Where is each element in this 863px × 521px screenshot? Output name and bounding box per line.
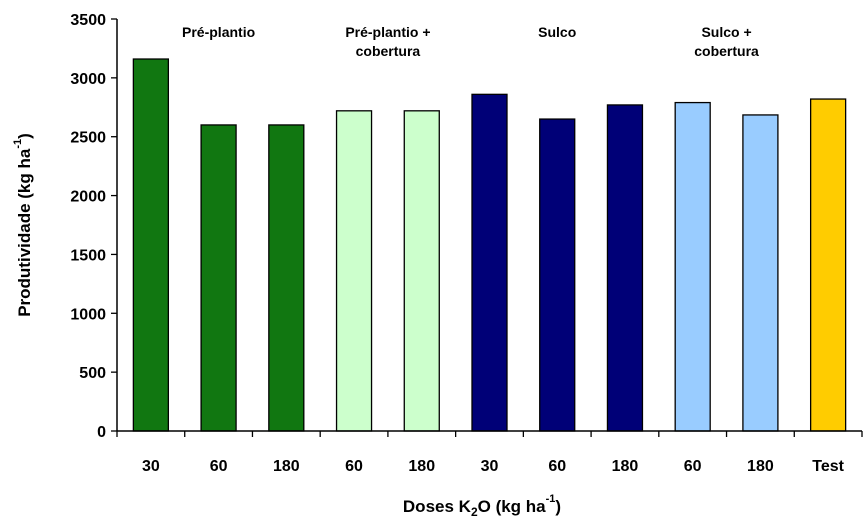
bar-8	[606, 104, 644, 432]
y-axis-title: Produtividade (kg ha-1)	[12, 133, 34, 317]
group-label-line: Sulco +	[701, 24, 751, 40]
group-label-line: Sulco	[538, 24, 576, 40]
group-labels: Pré-plantio Pré-plantio + cobertura Sulco Su…	[182, 24, 759, 59]
x-tick-label: 30	[142, 458, 160, 475]
y-tick-label: 1500	[70, 247, 106, 264]
y-tick-label: 3500	[70, 12, 106, 29]
bar-1	[132, 58, 170, 432]
group-label-4: Sulco + cobertura	[694, 24, 759, 59]
x-tick-label: 60	[345, 458, 363, 475]
bar-11	[809, 98, 847, 432]
bar-4	[335, 110, 373, 432]
x-tick-label: Test	[812, 458, 844, 475]
bar-6	[471, 93, 508, 432]
group-label-line: Pré-plantio +	[345, 24, 430, 40]
x-tick-label: 180	[612, 458, 639, 475]
x-tick-label: 60	[548, 458, 566, 475]
group-label-line: cobertura	[694, 43, 759, 59]
bar-2	[200, 124, 237, 432]
bar-10	[742, 114, 779, 432]
x-tick-label: 30	[481, 458, 499, 475]
group-label-line: cobertura	[356, 43, 421, 59]
x-tick-label: 60	[684, 458, 702, 475]
y-tick-label: 3000	[70, 71, 106, 88]
x-tick-labels: 30 60 180 60 180 30 60 180 60 180 Test	[142, 458, 845, 475]
y-tick-labels: 0 500 1000 1500 2000 2500 3000 3500	[70, 12, 106, 441]
x-tick-label: 180	[747, 458, 774, 475]
bars-layer	[132, 58, 847, 432]
group-label-2: Pré-plantio + cobertura	[345, 24, 430, 59]
group-label-3: Sulco	[538, 24, 576, 40]
axes-layer	[111, 18, 863, 437]
bar-3	[268, 124, 305, 432]
y-tick-label: 1000	[70, 306, 106, 323]
bar-9	[674, 101, 711, 432]
bar-7	[539, 118, 576, 432]
x-axis-title: Doses K2O (kg ha-1)	[403, 493, 561, 519]
x-tick-label: 60	[210, 458, 228, 475]
x-tick-label: 180	[408, 458, 435, 475]
group-label-line: Pré-plantio	[182, 24, 255, 40]
y-tick-label: 500	[79, 365, 106, 382]
group-label-1: Pré-plantio	[182, 24, 255, 40]
x-tick-label: 180	[273, 458, 300, 475]
bar-5	[403, 110, 440, 432]
y-tick-label: 0	[97, 424, 106, 441]
y-tick-label: 2000	[70, 189, 106, 206]
y-tick-label: 2500	[70, 130, 106, 147]
